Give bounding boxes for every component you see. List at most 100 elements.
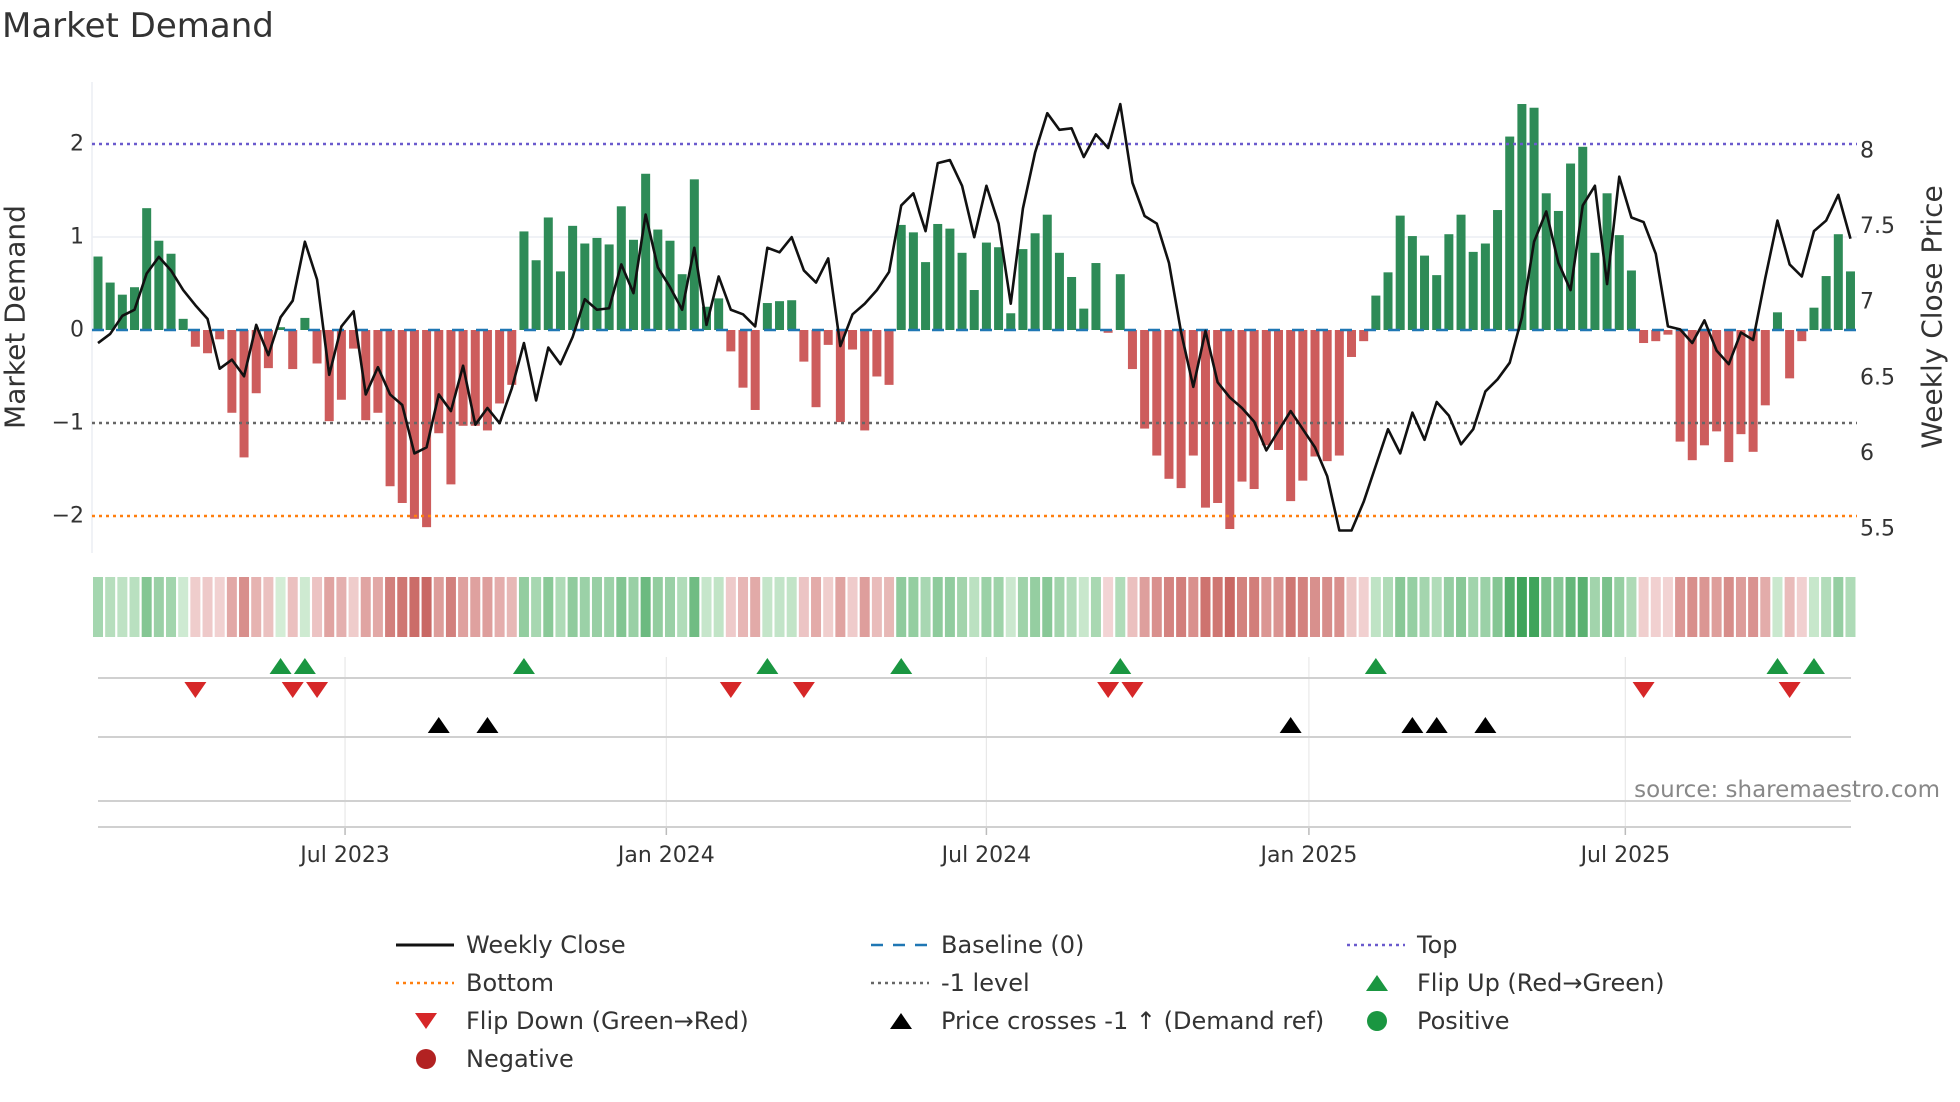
heatmap-cell [287, 577, 298, 637]
demand-bar [312, 330, 322, 364]
legend-label: Negative [466, 1045, 574, 1073]
heatmap-cell [1504, 577, 1515, 637]
demand-bar [714, 298, 724, 330]
heatmap-cell [1261, 577, 1272, 637]
demand-bar [1712, 330, 1722, 432]
heatmap-cell [312, 577, 323, 637]
demand-bar [1286, 330, 1296, 502]
heatmap-cell [823, 577, 834, 637]
demand-bar [105, 282, 115, 330]
demand-bar [580, 243, 590, 330]
heatmap-cell [1030, 577, 1041, 637]
flip-down-marker [1121, 682, 1144, 698]
demand-bar [1006, 313, 1016, 330]
demand-bar [1529, 107, 1539, 330]
heatmap-cell [214, 577, 225, 637]
heatmap-cell [1577, 577, 1588, 637]
heatmap-cell [263, 577, 274, 637]
grid [91, 82, 1857, 827]
demand-bar [1663, 330, 1673, 335]
demand-bar [750, 330, 760, 410]
weekly-close-line [97, 102, 1852, 532]
heatmap-cell [299, 577, 310, 637]
demand-bar [775, 301, 785, 330]
legend-swatch-5 [1366, 975, 1388, 991]
demand-bar [1444, 234, 1454, 330]
heatmap-cell [1054, 577, 1065, 637]
price-cross-marker [427, 717, 450, 733]
heatmap-cell [470, 577, 481, 637]
price-cross-marker [1401, 717, 1424, 733]
heatmap-cell [1833, 577, 1844, 637]
demand-bar [1030, 233, 1040, 330]
demand-bar [482, 330, 492, 431]
heatmap-cell [677, 577, 688, 637]
heatmap-cell [786, 577, 797, 637]
demand-bar [1505, 136, 1515, 330]
heatmap-cell [202, 577, 213, 637]
heatmap-cell [1760, 577, 1771, 637]
heatmap-cell [178, 577, 189, 637]
heatmap-cell [1370, 577, 1381, 637]
heatmap-cell [336, 577, 347, 637]
demand-bar [507, 330, 517, 385]
demand-bar [1273, 330, 1283, 450]
y-right-tick-label: 5.5 [1860, 517, 1895, 542]
heatmap-cell [628, 577, 639, 637]
demand-bar [860, 330, 870, 431]
demand-bar [470, 330, 480, 426]
heatmap-cell [129, 577, 140, 637]
heatmap-cell [1431, 577, 1442, 637]
demand-bar [1420, 255, 1430, 330]
flip-up-marker [1364, 658, 1387, 674]
legend-label: Positive [1417, 1007, 1510, 1035]
x-tick-label: Jul 2023 [298, 843, 390, 868]
y-axis-label-right: Weekly Close Price [1916, 185, 1949, 448]
demand-bar [422, 330, 432, 528]
price-cross-marker [1279, 717, 1302, 733]
heatmap-cell [1078, 577, 1089, 637]
heatmap-cell [518, 577, 529, 637]
heatmap-cell [1176, 577, 1187, 637]
demand-bar [1845, 271, 1855, 330]
flip-down-marker [281, 682, 304, 698]
heatmap-cell [1395, 577, 1406, 637]
weekly-close-line [97, 102, 1852, 532]
y-right-tick-label: 6 [1860, 441, 1874, 466]
demand-bar [93, 256, 103, 330]
demand-bar [1395, 215, 1405, 330]
demand-bar [1456, 214, 1466, 330]
heatmap-cell [1090, 577, 1101, 637]
demand-bar [1298, 330, 1308, 481]
demand-bar [1042, 214, 1052, 330]
legend-swatch-9 [416, 1049, 436, 1069]
demand-bar [872, 330, 882, 377]
demand-bar [142, 208, 152, 330]
heatmap-cell [348, 577, 359, 637]
heatmap-cell [226, 577, 237, 637]
heatmap-cell [190, 577, 201, 637]
axes: 2 1 0 −1 −2 8 7.5 7 6.5 6 5.5 Jul 2023 Jan 2024 Jul 2… [52, 132, 1895, 869]
demand-bar [1797, 330, 1807, 342]
heatmap-cell [798, 577, 809, 637]
demand-bar [1651, 330, 1661, 342]
demand-bar [1079, 308, 1089, 330]
heatmap-cell [969, 577, 980, 637]
y-right-tick-label: 6.5 [1860, 365, 1895, 390]
demand-bar [349, 330, 359, 349]
heatmap-cell [141, 577, 152, 637]
heatmap-cell [1005, 577, 1016, 637]
heatmap-cell [1334, 577, 1345, 637]
flip-up-marker [756, 658, 779, 674]
heatmap-cell [1224, 577, 1235, 637]
legend-label: Top [1416, 931, 1458, 959]
heatmap-cell [445, 577, 456, 637]
demand-bar [1602, 193, 1612, 330]
price-cross-marker [1474, 717, 1497, 733]
flip-down-marker [1778, 682, 1801, 698]
heatmap-cell [1772, 577, 1783, 637]
demand-bar [762, 303, 772, 330]
flip-up-marker [1766, 658, 1789, 674]
heatmap-cell [567, 577, 578, 637]
demand-bar [848, 330, 858, 350]
